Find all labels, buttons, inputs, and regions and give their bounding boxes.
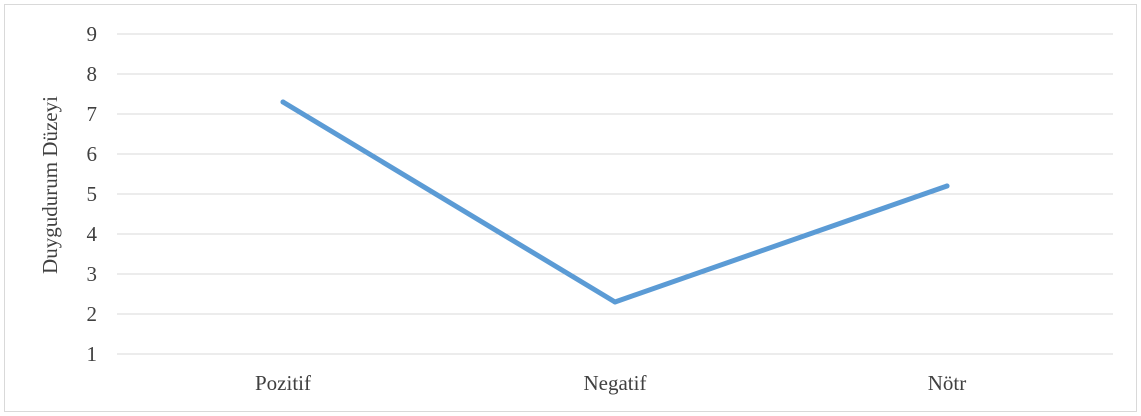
y-tick-label: 9: [87, 22, 98, 46]
x-tick-label: Nötr: [928, 371, 967, 395]
y-tick-label: 5: [87, 182, 98, 206]
data-point-Nötr: [944, 183, 950, 189]
x-tick-label: Pozitif: [255, 371, 311, 395]
y-tick-label: 1: [87, 342, 98, 366]
y-tick-label: 7: [87, 102, 98, 126]
x-tick-label: Negatif: [584, 371, 647, 395]
y-tick-label: 4: [87, 222, 98, 246]
series-lines: [280, 99, 950, 305]
gridlines: [117, 33, 1113, 355]
y-axis-tick-labels: 1 2 3 4 5 6 7 8 9: [87, 22, 98, 366]
line-chart: 1 2 3 4 5 6 7 8 9 Pozitif Negatif Nötr Duygudurum …: [38, 22, 1113, 395]
data-point-Negatif: [612, 299, 618, 305]
series-line-0: [280, 99, 950, 305]
x-axis-tick-labels: Pozitif Negatif Nötr: [255, 371, 966, 395]
chart-frame: 1 2 3 4 5 6 7 8 9 Pozitif Negatif Nötr Duygudurum …: [4, 4, 1137, 412]
y-tick-label: 6: [87, 142, 98, 166]
data-point-Pozitif: [280, 99, 286, 105]
y-tick-label: 8: [87, 62, 98, 86]
y-tick-label: 3: [87, 262, 98, 286]
y-tick-label: 2: [87, 302, 98, 326]
y-axis-title: Duygudurum Düzeyi: [38, 96, 62, 274]
